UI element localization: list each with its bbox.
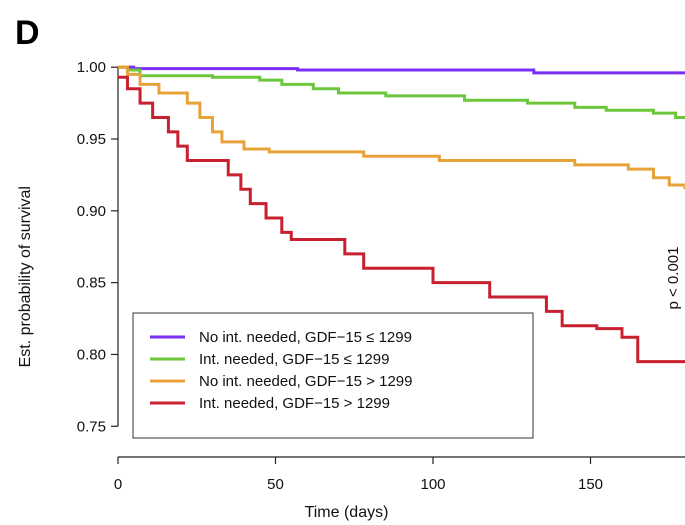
y-tick-label: 0.95	[77, 131, 106, 148]
legend-label: Int. needed, GDF−15 ≤ 1299	[199, 351, 389, 368]
x-ticks: 0 50 100 150	[114, 457, 603, 493]
y-ticks: 0.75 0.80 0.85 0.90 0.95 1.00	[77, 59, 118, 435]
y-tick-label: 0.90	[77, 203, 106, 220]
y-tick-label: 0.75	[77, 418, 106, 435]
series-lines	[118, 65, 685, 364]
x-tick-label: 0	[114, 476, 122, 493]
series-line-3	[118, 65, 685, 190]
p-value-annotation: p < 0.001	[665, 247, 682, 310]
y-axis-title: Est. probability of survival	[17, 186, 34, 367]
panel-letter: D	[15, 14, 40, 52]
legend-label: Int. needed, GDF−15 > 1299	[199, 395, 390, 412]
legend-label: No int. needed, GDF−15 ≤ 1299	[199, 329, 412, 346]
series-line-4	[118, 75, 685, 364]
legend-box	[132, 312, 534, 439]
y-tick-label: 1.00	[77, 59, 106, 76]
series-line-2	[118, 65, 685, 119]
x-tick-label: 100	[420, 476, 445, 493]
series-line-1	[118, 65, 685, 75]
x-tick-label: 50	[267, 476, 284, 493]
y-tick-label: 0.85	[77, 275, 106, 292]
y-tick-label: 0.80	[77, 346, 106, 363]
legend: No int. needed, GDF−15 ≤ 1299 Int. needed…	[132, 312, 534, 439]
legend-label: No int. needed, GDF−15 > 1299	[199, 373, 412, 390]
x-tick-label: 150	[578, 476, 603, 493]
x-axis-title: Time (days)	[305, 504, 389, 521]
